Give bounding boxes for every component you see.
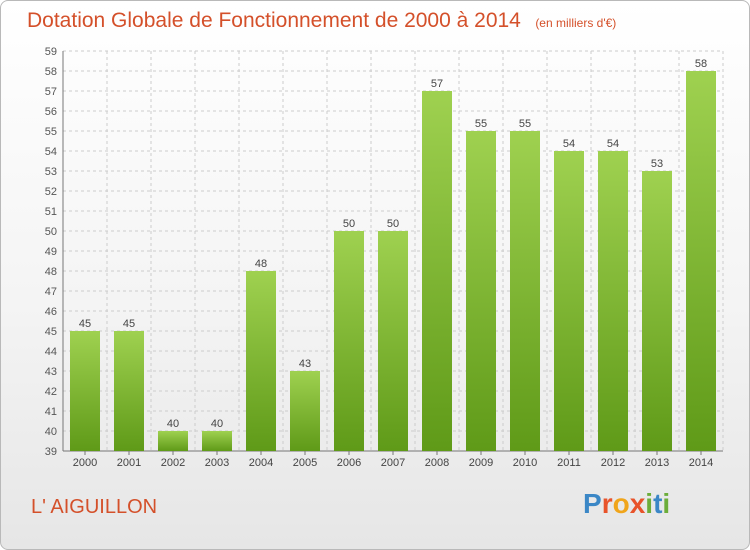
x-tick-label: 2004 [249, 457, 273, 469]
y-tick-label: 58 [45, 66, 57, 78]
proxiti-logo: Proxiti [583, 488, 670, 520]
y-tick-label: 40 [45, 426, 57, 438]
logo-letter: o [612, 488, 630, 519]
bar [246, 271, 276, 451]
x-tick-label: 2006 [337, 457, 361, 469]
bar-value-label: 40 [167, 418, 179, 430]
y-tick-label: 47 [45, 286, 57, 298]
bar [422, 91, 452, 451]
y-tick-label: 44 [45, 346, 57, 358]
bar-value-label: 43 [299, 358, 311, 370]
x-tick-label: 2007 [381, 457, 405, 469]
chart-subtitle: (en milliers d'€) [535, 16, 617, 30]
y-tick-label: 53 [45, 166, 57, 178]
x-tick-label: 2010 [513, 457, 537, 469]
y-tick-label: 43 [45, 366, 57, 378]
x-tick-label: 2008 [425, 457, 449, 469]
x-tick-label: 2014 [689, 457, 713, 469]
bar [158, 431, 188, 451]
y-tick-label: 45 [45, 326, 57, 338]
x-tick-label: 2002 [161, 457, 185, 469]
y-tick-label: 49 [45, 246, 57, 258]
y-tick-label: 48 [45, 266, 57, 278]
bar [554, 151, 584, 451]
bar [70, 331, 100, 451]
x-tick-label: 2012 [601, 457, 625, 469]
bar-value-label: 54 [563, 138, 575, 150]
bar [642, 171, 672, 451]
bar-value-label: 55 [475, 118, 487, 130]
bar [378, 231, 408, 451]
bar [290, 371, 320, 451]
bar-value-label: 55 [519, 118, 531, 130]
bar [686, 71, 716, 451]
chart-title: Dotation Globale de Fonctionnement de 20… [27, 9, 521, 32]
logo-letter: t [653, 488, 663, 519]
x-tick-label: 2005 [293, 457, 317, 469]
bar-value-label: 45 [79, 318, 91, 330]
bar-value-label: 58 [695, 58, 707, 70]
bar-value-label: 54 [607, 138, 619, 150]
y-tick-label: 54 [45, 146, 57, 158]
bar-value-label: 53 [651, 158, 663, 170]
bar [598, 151, 628, 451]
bar [202, 431, 232, 451]
x-tick-label: 2011 [557, 457, 581, 469]
x-tick-label: 2000 [73, 457, 97, 469]
bar-value-label: 50 [343, 218, 355, 230]
y-tick-label: 50 [45, 226, 57, 238]
y-tick-label: 55 [45, 126, 57, 138]
x-tick-label: 2003 [205, 457, 229, 469]
bar [510, 131, 540, 451]
y-tick-label: 57 [45, 86, 57, 98]
x-tick-label: 2013 [645, 457, 669, 469]
logo-letter: i [645, 488, 654, 519]
bar [114, 331, 144, 451]
logo-letter: i [662, 488, 671, 519]
y-tick-label: 46 [45, 306, 57, 318]
bar-value-label: 40 [211, 418, 223, 430]
y-tick-label: 41 [45, 406, 57, 418]
labels: 45 2000 45 2001 40 2002 40 2003 48 2004 43 2005 50 20… [73, 58, 713, 469]
bar [334, 231, 364, 451]
y-tick-label: 52 [45, 186, 57, 198]
bars [70, 71, 716, 451]
y-tick-label: 42 [45, 386, 57, 398]
bar-value-label: 50 [387, 218, 399, 230]
x-tick-label: 2001 [117, 457, 141, 469]
x-tick-label: 2009 [469, 457, 493, 469]
bar [466, 131, 496, 451]
y-tick-label: 56 [45, 106, 57, 118]
logo-letter: P [583, 488, 602, 519]
y-tick-label: 59 [45, 46, 57, 58]
title-row: Dotation Globale de Fonctionnement de 20… [27, 9, 616, 33]
bar-value-label: 48 [255, 258, 267, 270]
y-tick-label: 51 [45, 206, 57, 218]
bar-value-label: 57 [431, 78, 443, 90]
bar-value-label: 45 [123, 318, 135, 330]
logo-letter: x [629, 488, 646, 519]
place-name: L' AIGUILLON [31, 496, 158, 518]
logo-letter: r [601, 488, 613, 519]
y-tick-label: 39 [45, 446, 57, 458]
